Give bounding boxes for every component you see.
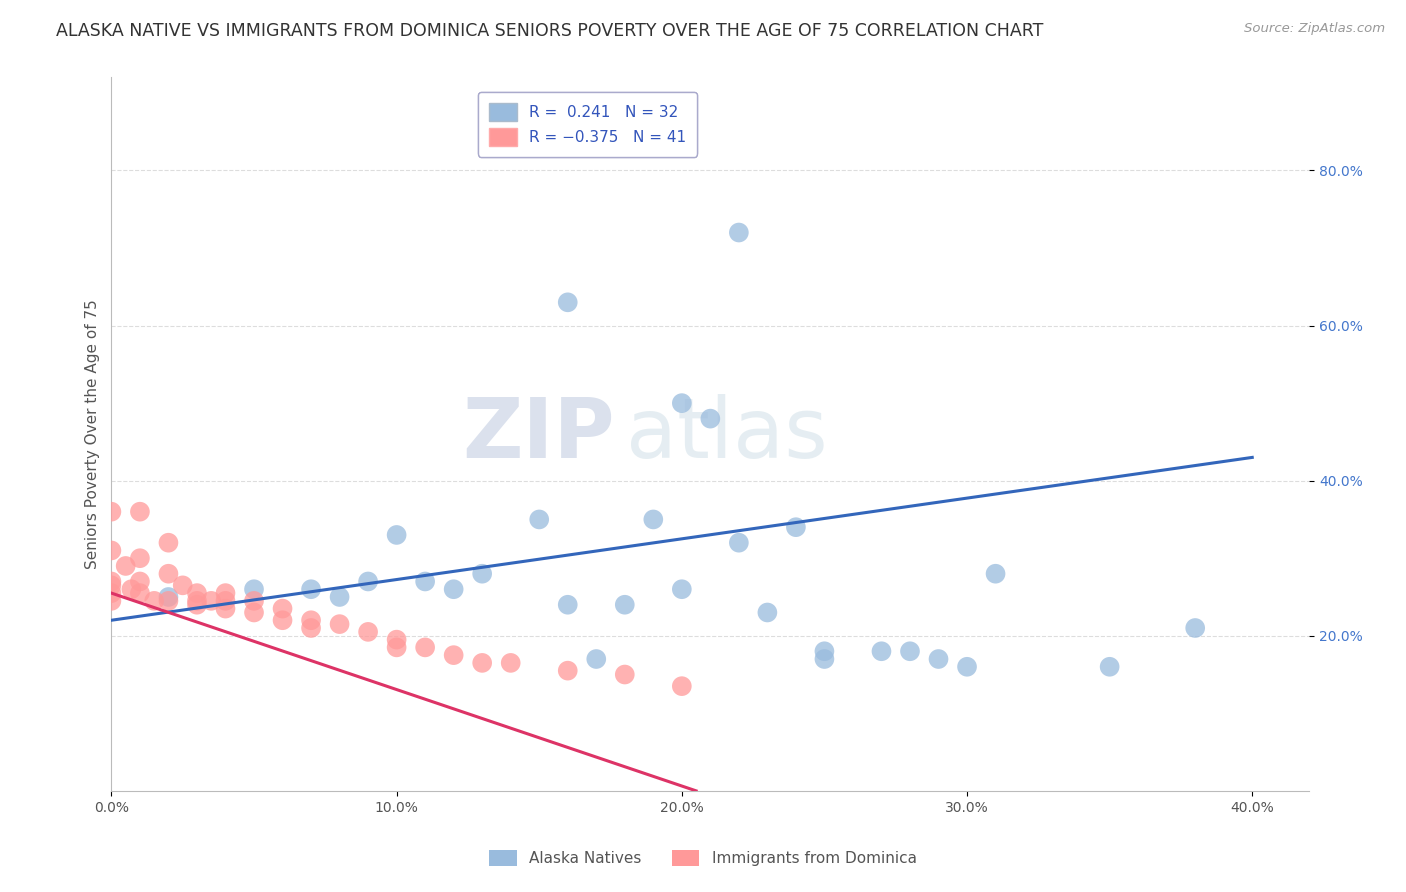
- Point: [898, 644, 921, 658]
- Point: [100, 574, 122, 589]
- Point: [557, 598, 579, 612]
- Point: [699, 411, 721, 425]
- Point: [299, 582, 322, 597]
- Point: [813, 644, 835, 658]
- Point: [120, 582, 142, 597]
- Point: [129, 586, 152, 600]
- Text: ALASKA NATIVE VS IMMIGRANTS FROM DOMINICA SENIORS POVERTY OVER THE AGE OF 75 COR: ALASKA NATIVE VS IMMIGRANTS FROM DOMINIC…: [56, 22, 1043, 40]
- Point: [214, 601, 236, 615]
- Point: [443, 648, 465, 662]
- Point: [299, 621, 322, 635]
- Point: [385, 632, 408, 647]
- Point: [100, 543, 122, 558]
- Point: [214, 594, 236, 608]
- Point: [728, 226, 751, 240]
- Point: [385, 528, 408, 542]
- Point: [114, 558, 136, 573]
- Point: [499, 656, 522, 670]
- Point: [100, 586, 122, 600]
- Point: [129, 505, 152, 519]
- Point: [613, 667, 636, 681]
- Point: [928, 652, 950, 666]
- Point: [299, 613, 322, 627]
- Point: [157, 566, 180, 581]
- Point: [984, 566, 1007, 581]
- Point: [385, 640, 408, 655]
- Point: [157, 535, 180, 549]
- Legend: Alaska Natives, Immigrants from Dominica: Alaska Natives, Immigrants from Dominica: [479, 841, 927, 875]
- Point: [443, 582, 465, 597]
- Point: [143, 594, 166, 608]
- Point: [271, 613, 294, 627]
- Y-axis label: Seniors Poverty Over the Age of 75: Seniors Poverty Over the Age of 75: [86, 299, 100, 569]
- Point: [870, 644, 893, 658]
- Point: [671, 396, 693, 410]
- Point: [613, 598, 636, 612]
- Point: [643, 512, 665, 526]
- Point: [1098, 659, 1121, 673]
- Point: [671, 679, 693, 693]
- Point: [186, 598, 208, 612]
- Point: [756, 606, 779, 620]
- Point: [557, 664, 579, 678]
- Point: [200, 594, 222, 608]
- Point: [100, 578, 122, 592]
- Point: [413, 640, 436, 655]
- Text: atlas: atlas: [627, 393, 828, 475]
- Point: [329, 590, 352, 604]
- Point: [529, 512, 551, 526]
- Point: [471, 566, 494, 581]
- Point: [557, 295, 579, 310]
- Point: [613, 132, 636, 146]
- Point: [471, 656, 494, 670]
- Point: [129, 574, 152, 589]
- Point: [243, 582, 266, 597]
- Point: [186, 594, 208, 608]
- Legend: R =  0.241   N = 32, R = −0.375   N = 41: R = 0.241 N = 32, R = −0.375 N = 41: [478, 92, 696, 156]
- Point: [671, 582, 693, 597]
- Point: [129, 551, 152, 566]
- Point: [1184, 621, 1206, 635]
- Point: [243, 594, 266, 608]
- Point: [585, 652, 607, 666]
- Point: [157, 594, 180, 608]
- Point: [357, 624, 380, 639]
- Point: [186, 586, 208, 600]
- Text: ZIP: ZIP: [463, 393, 614, 475]
- Text: Source: ZipAtlas.com: Source: ZipAtlas.com: [1244, 22, 1385, 36]
- Point: [785, 520, 807, 534]
- Point: [956, 659, 979, 673]
- Point: [243, 606, 266, 620]
- Point: [413, 574, 436, 589]
- Point: [172, 578, 194, 592]
- Point: [271, 601, 294, 615]
- Point: [157, 590, 180, 604]
- Point: [813, 652, 835, 666]
- Point: [329, 617, 352, 632]
- Point: [214, 586, 236, 600]
- Point: [100, 505, 122, 519]
- Point: [728, 535, 751, 549]
- Point: [357, 574, 380, 589]
- Point: [100, 594, 122, 608]
